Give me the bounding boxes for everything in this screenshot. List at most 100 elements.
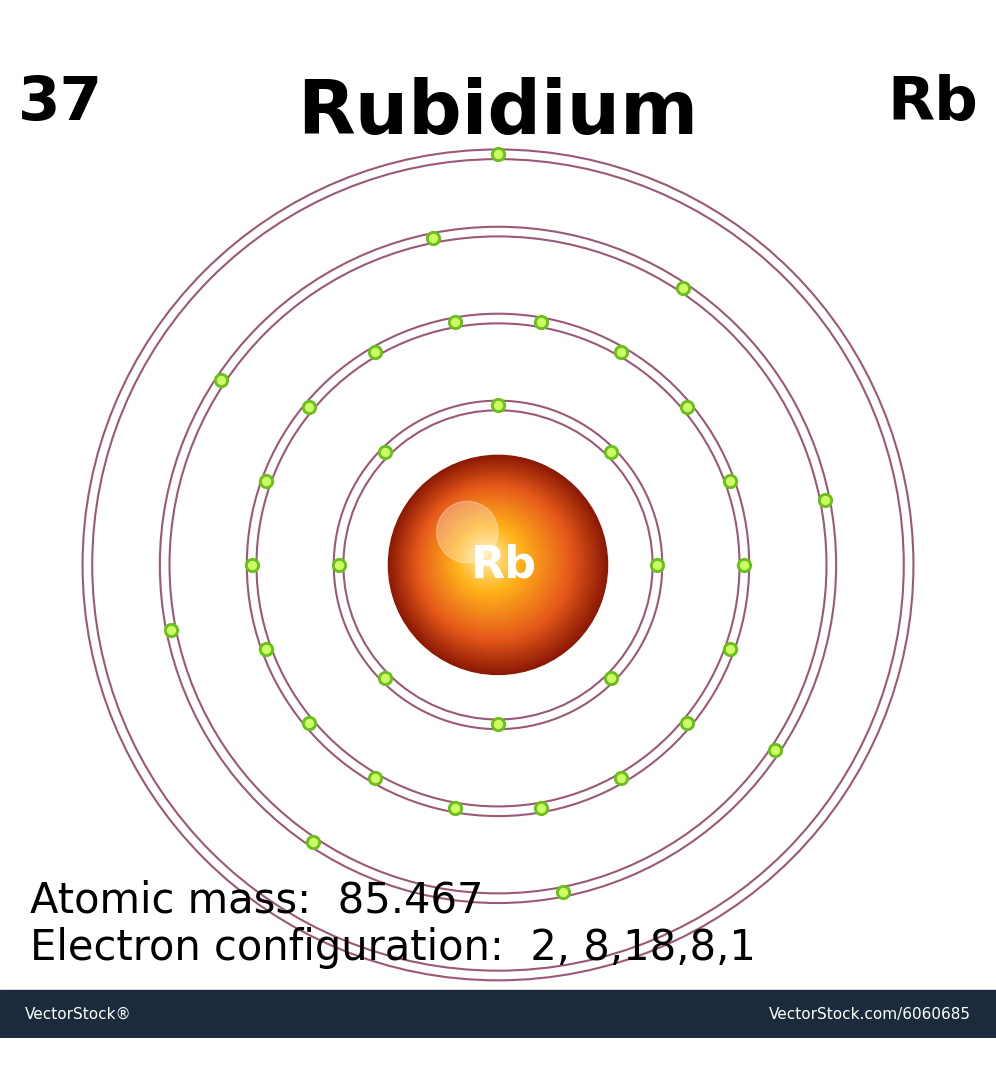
Point bbox=[244, 556, 260, 573]
Point bbox=[767, 742, 783, 759]
Circle shape bbox=[428, 497, 557, 625]
Point bbox=[817, 491, 833, 509]
Point bbox=[533, 313, 549, 330]
Point bbox=[425, 229, 441, 246]
Circle shape bbox=[469, 539, 505, 576]
Circle shape bbox=[459, 529, 518, 588]
Point bbox=[259, 640, 275, 658]
Circle shape bbox=[457, 527, 520, 590]
Circle shape bbox=[432, 501, 553, 621]
Circle shape bbox=[472, 542, 501, 572]
Circle shape bbox=[396, 463, 598, 664]
Circle shape bbox=[435, 504, 548, 618]
Point bbox=[163, 621, 179, 638]
Point bbox=[767, 742, 783, 759]
Circle shape bbox=[388, 456, 608, 674]
Point bbox=[490, 716, 506, 733]
Point bbox=[603, 444, 619, 461]
Circle shape bbox=[423, 492, 563, 631]
Circle shape bbox=[433, 502, 551, 619]
Point bbox=[555, 883, 571, 901]
Point bbox=[603, 669, 619, 686]
Point bbox=[367, 770, 382, 787]
Point bbox=[721, 640, 737, 658]
Point bbox=[377, 444, 393, 461]
Point bbox=[425, 229, 441, 246]
Point bbox=[367, 343, 382, 361]
Circle shape bbox=[444, 514, 536, 606]
Circle shape bbox=[412, 481, 577, 645]
Circle shape bbox=[436, 505, 546, 616]
Circle shape bbox=[456, 526, 522, 592]
Circle shape bbox=[411, 478, 579, 647]
Point bbox=[302, 397, 318, 415]
Circle shape bbox=[399, 467, 594, 661]
Point bbox=[603, 669, 619, 686]
Point bbox=[721, 472, 737, 489]
Circle shape bbox=[420, 489, 567, 635]
Point bbox=[302, 715, 318, 732]
Circle shape bbox=[441, 511, 540, 609]
Point bbox=[736, 556, 752, 573]
Point bbox=[678, 715, 694, 732]
Text: Rubidium: Rubidium bbox=[298, 77, 698, 150]
Point bbox=[555, 883, 571, 901]
Point bbox=[259, 640, 275, 658]
Point bbox=[817, 491, 833, 509]
Point bbox=[377, 669, 393, 686]
Point bbox=[377, 444, 393, 461]
Circle shape bbox=[483, 554, 487, 558]
Circle shape bbox=[462, 532, 514, 584]
Point bbox=[649, 556, 665, 573]
Circle shape bbox=[465, 536, 509, 580]
Point bbox=[302, 397, 318, 415]
Text: 37: 37 bbox=[18, 73, 103, 133]
Text: Rb: Rb bbox=[887, 73, 978, 133]
Point bbox=[533, 313, 549, 330]
Point bbox=[490, 716, 506, 733]
Point bbox=[533, 799, 549, 816]
Circle shape bbox=[390, 457, 606, 673]
Point bbox=[259, 472, 275, 489]
Text: VectorStock®: VectorStock® bbox=[25, 1007, 131, 1022]
Circle shape bbox=[403, 471, 590, 657]
Point bbox=[490, 474, 506, 491]
Point bbox=[614, 343, 629, 361]
Point bbox=[614, 770, 629, 787]
Point bbox=[614, 343, 629, 361]
Circle shape bbox=[398, 465, 596, 663]
Point bbox=[331, 556, 347, 573]
Point bbox=[367, 343, 382, 361]
Circle shape bbox=[446, 516, 534, 604]
Circle shape bbox=[409, 477, 581, 649]
Point bbox=[490, 146, 506, 163]
Circle shape bbox=[393, 460, 602, 669]
Point bbox=[614, 770, 629, 787]
Circle shape bbox=[478, 550, 493, 564]
Circle shape bbox=[480, 551, 491, 562]
Circle shape bbox=[467, 538, 507, 578]
Point bbox=[533, 799, 549, 816]
Point bbox=[305, 834, 321, 851]
Circle shape bbox=[474, 544, 499, 570]
Circle shape bbox=[470, 541, 503, 573]
Text: VectorStock.com/6060685: VectorStock.com/6060685 bbox=[769, 1007, 971, 1022]
Point bbox=[678, 715, 694, 732]
Point bbox=[490, 146, 506, 163]
Circle shape bbox=[440, 509, 542, 611]
Circle shape bbox=[425, 494, 561, 630]
Circle shape bbox=[438, 508, 544, 613]
Circle shape bbox=[443, 512, 538, 607]
Point bbox=[490, 396, 506, 414]
Circle shape bbox=[427, 496, 559, 627]
Circle shape bbox=[394, 462, 600, 666]
Point bbox=[675, 279, 691, 296]
Point bbox=[678, 397, 694, 415]
Circle shape bbox=[454, 524, 524, 594]
Text: Electron configuration:  2, 8,18,8,1: Electron configuration: 2, 8,18,8,1 bbox=[30, 928, 756, 970]
Circle shape bbox=[414, 482, 575, 643]
Circle shape bbox=[401, 469, 592, 659]
Circle shape bbox=[415, 484, 573, 640]
Point bbox=[305, 834, 321, 851]
Point bbox=[244, 556, 260, 573]
